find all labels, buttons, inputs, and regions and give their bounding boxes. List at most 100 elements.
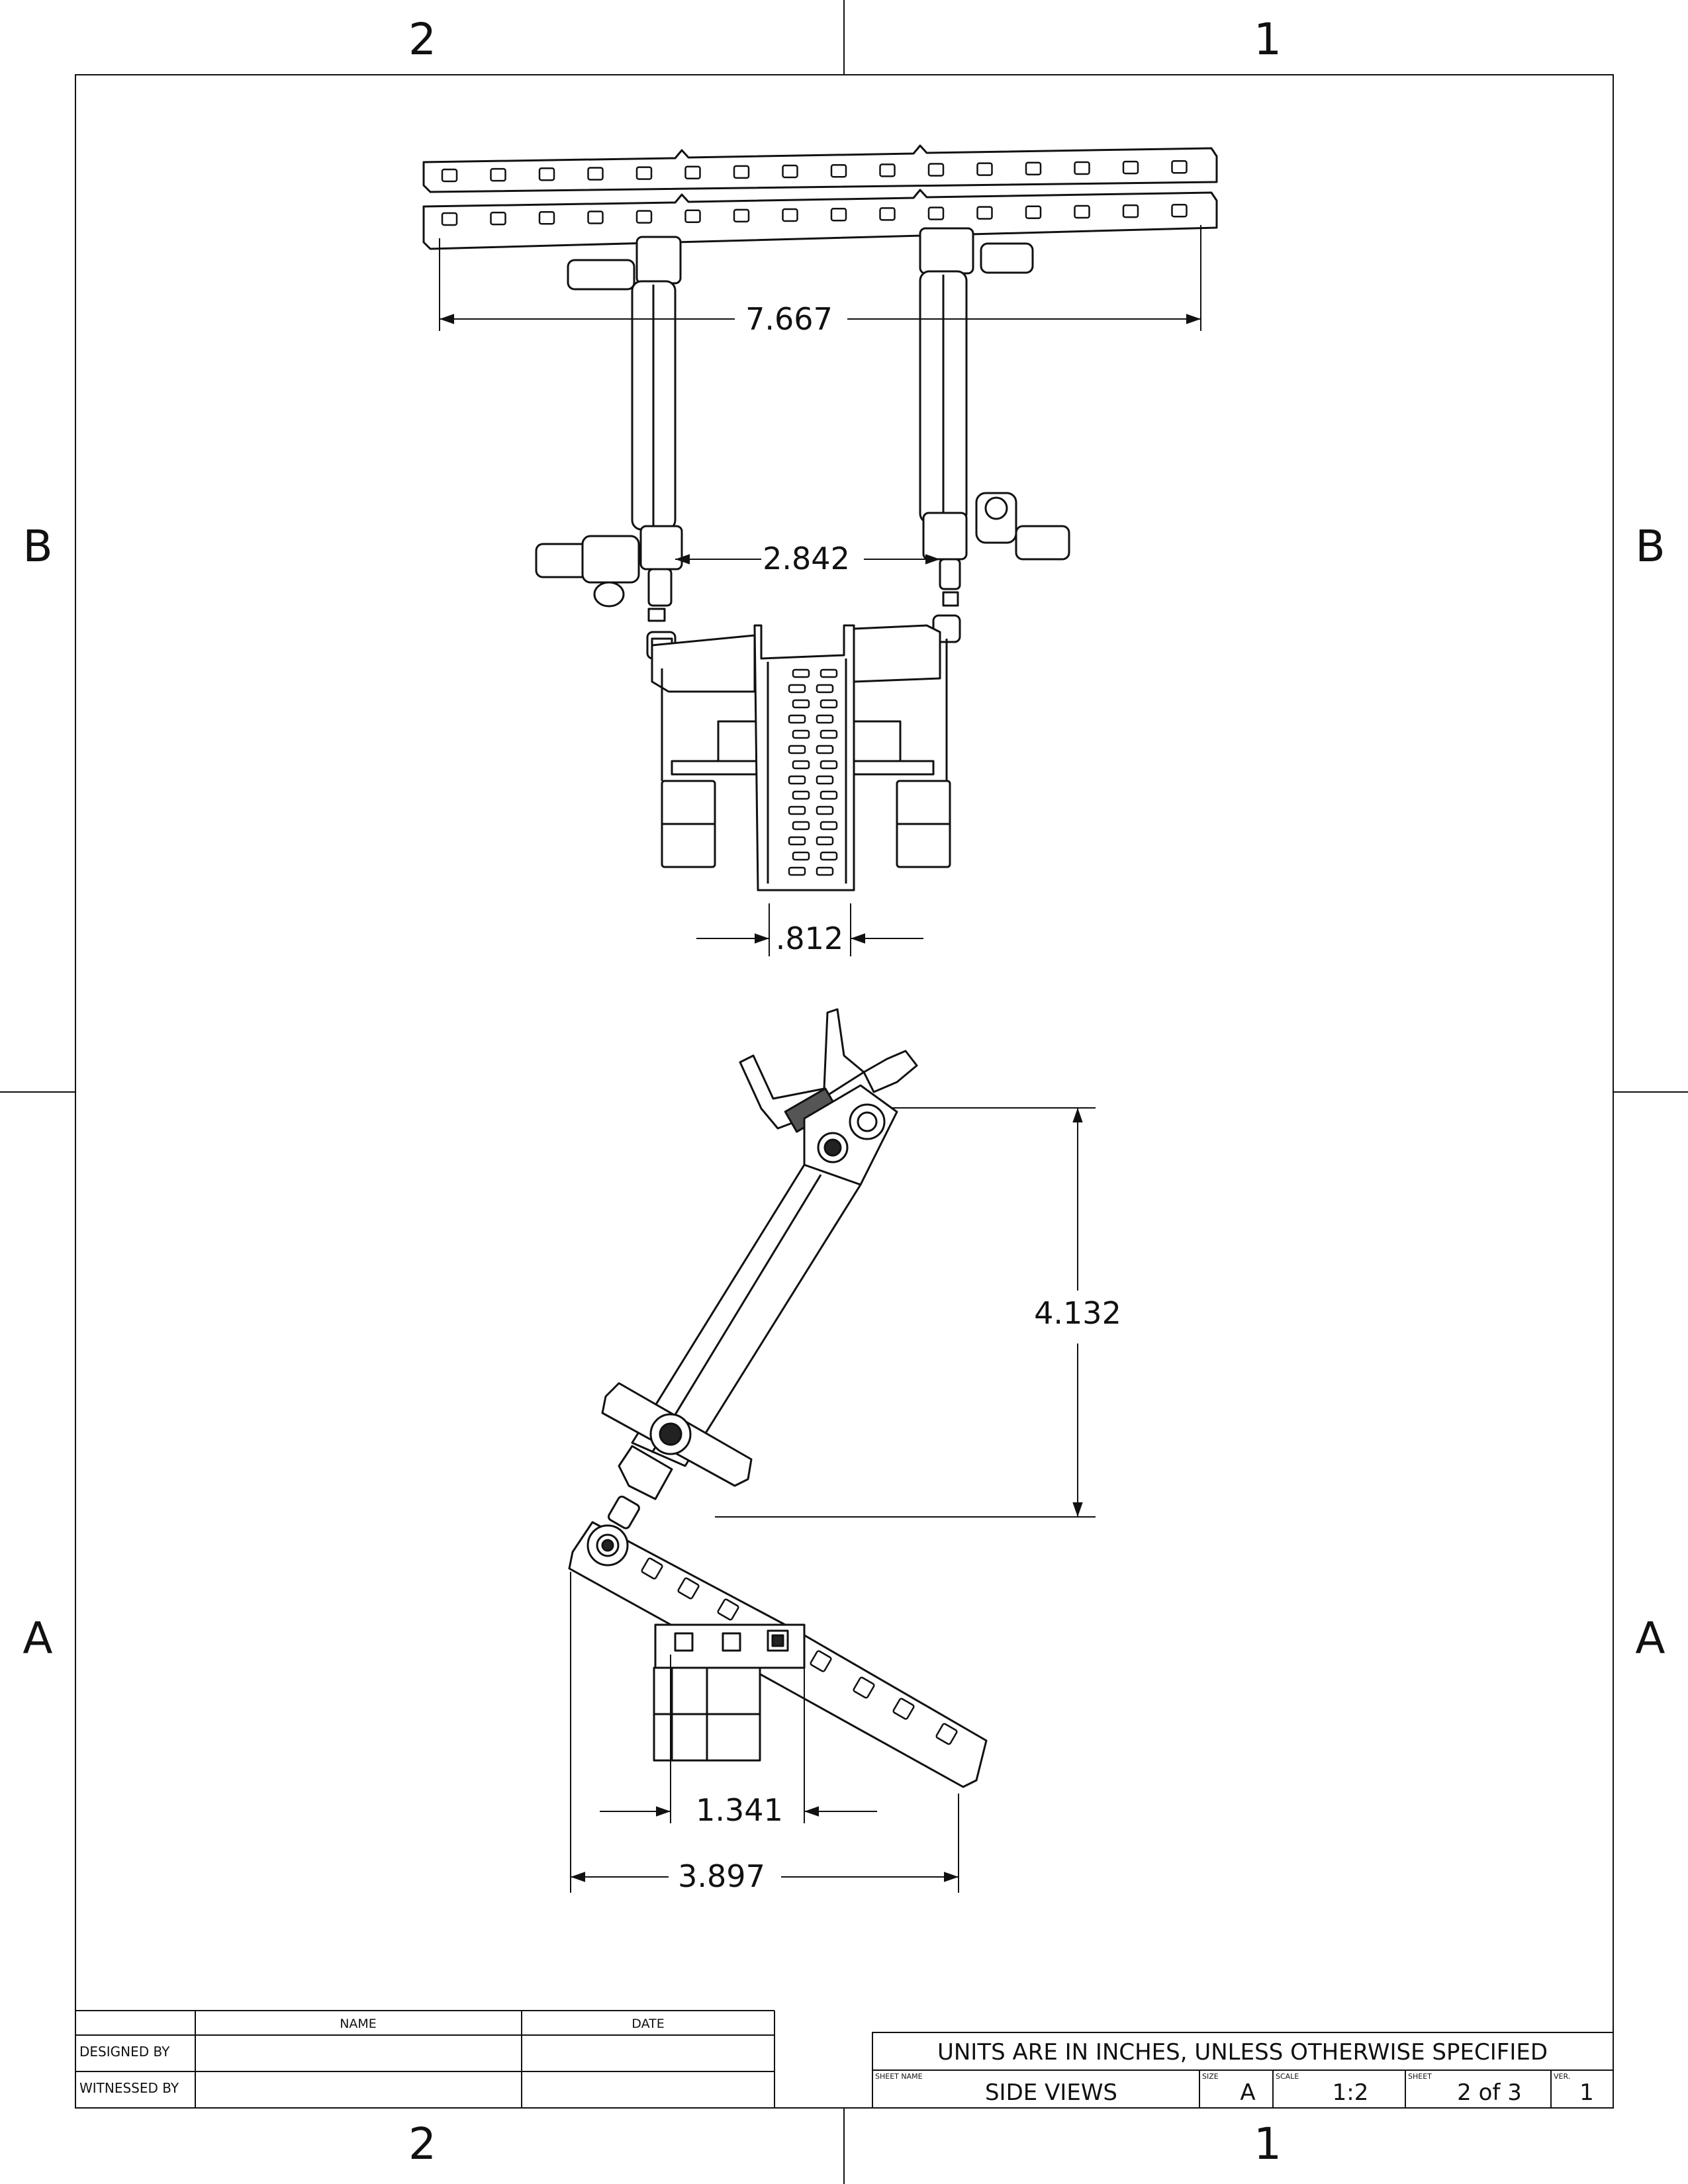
zone-label-top-2: 2	[408, 14, 436, 65]
bracket-slot	[816, 684, 834, 694]
bracket-slot	[792, 821, 810, 831]
title-block-ver-label: VER.	[1554, 2072, 1570, 2081]
plate-hole	[641, 1557, 663, 1580]
plate-hole	[935, 1723, 958, 1745]
bracket-slot	[792, 760, 810, 770]
rail-slot	[879, 163, 896, 177]
rail-slot	[635, 210, 653, 224]
rail-slot	[1074, 205, 1090, 219]
bracket-slot	[820, 790, 838, 800]
rail-slot	[490, 211, 506, 226]
rail-slot	[1171, 160, 1188, 174]
rail-slot	[830, 207, 847, 222]
rail-slot	[1122, 204, 1139, 218]
title-block-sheet-number: 2 of 3	[1457, 2079, 1522, 2106]
rail-slot	[976, 206, 993, 220]
dimension-arm-spacing: 2.842	[763, 541, 850, 576]
lower-clamp	[601, 1382, 753, 1529]
rail-slot	[782, 164, 798, 179]
rail-slot	[684, 165, 701, 179]
title-block-size: A	[1240, 2079, 1255, 2106]
bracket-slot	[820, 760, 838, 770]
bracket-slot	[820, 668, 838, 678]
zone-label-bottom-2: 2	[408, 2118, 436, 2169]
zone-label-top-1: 1	[1254, 14, 1282, 65]
bracket-slot	[788, 836, 806, 846]
bracket-slot	[820, 821, 838, 831]
bracket-slot	[820, 699, 838, 709]
rail-slot	[538, 167, 555, 181]
plate-hole	[677, 1577, 700, 1600]
plate-hole	[853, 1676, 875, 1699]
rail-slot	[587, 210, 604, 224]
title-block-sheet-name: SIDE VIEWS	[985, 2079, 1117, 2106]
front-view-dimensions	[439, 225, 1201, 956]
approval-col-name: NAME	[340, 2017, 377, 2031]
rail-slot	[441, 212, 458, 226]
approval-col-date: DATE	[632, 2017, 664, 2031]
approval-row-designed-by: DESIGNED BY	[79, 2044, 170, 2060]
dimension-foot-offset: 1.341	[696, 1792, 783, 1828]
rail-slot	[490, 167, 506, 182]
title-block-size-label: SIZE	[1202, 2072, 1219, 2081]
title-block-units-note: UNITS ARE IN INCHES, UNLESS OTHERWISE SP…	[937, 2039, 1548, 2066]
bracket-slot	[792, 851, 810, 861]
dimension-bracket-width: .812	[776, 921, 843, 956]
rail-slot	[635, 166, 653, 180]
title-block-sheet-name-label: SHEET NAME	[875, 2072, 923, 2081]
rail-slot	[733, 208, 750, 223]
bracket-slot	[792, 790, 810, 800]
lower-rail	[422, 189, 1218, 250]
side-view	[568, 1008, 988, 1788]
rail-slot	[733, 165, 750, 179]
rail-slot	[782, 208, 798, 222]
bracket-slot	[820, 729, 838, 739]
upper-rail	[422, 144, 1218, 193]
zone-label-bottom-1: 1	[1254, 2118, 1282, 2169]
bracket-slot	[816, 805, 834, 815]
zone-label-left-a: A	[23, 1613, 52, 1664]
bracket-slot	[788, 684, 806, 694]
right-arm	[919, 227, 1070, 643]
rail-slot	[1122, 160, 1139, 175]
bracket-slot	[788, 745, 806, 754]
approval-table	[75, 2010, 775, 2108]
front-view	[422, 144, 1218, 891]
plate-hole	[717, 1598, 739, 1621]
rail-slot	[587, 167, 604, 181]
bracket-slot	[788, 805, 806, 815]
rail-slot	[1171, 204, 1188, 218]
dimension-rail-width: 7.667	[745, 301, 833, 337]
bracket-slot	[792, 668, 810, 678]
rail-slot	[1025, 161, 1042, 176]
rail-slot	[879, 207, 896, 221]
dimension-arm-height: 4.132	[1034, 1295, 1121, 1331]
bracket-slot	[788, 714, 806, 724]
rail-slot	[976, 162, 993, 176]
rail-slots	[441, 160, 1188, 226]
plate-holes	[641, 1557, 958, 1745]
zone-label-right-a: A	[1635, 1613, 1665, 1664]
title-block-scale: 1:2	[1333, 2079, 1369, 2106]
rail-slot	[927, 163, 945, 177]
zone-label-left-b: B	[23, 521, 52, 572]
bracket-slot	[820, 851, 838, 861]
plate-hole	[810, 1650, 832, 1672]
title-block	[872, 2032, 1614, 2109]
approval-row-witnessed-by: WITNESSED BY	[79, 2080, 179, 2096]
bracket-slot	[816, 714, 834, 724]
rail-slot	[441, 168, 458, 183]
center-bracket	[651, 624, 951, 891]
rail-slot	[684, 209, 701, 223]
rail-slot	[538, 211, 555, 225]
fork-bracket	[739, 1008, 918, 1133]
bracket-slot	[788, 866, 806, 876]
bracket-slot	[816, 775, 834, 785]
rail-slot	[927, 206, 945, 220]
side-view-dimensions	[570, 1107, 1096, 1893]
dimension-overall-depth: 3.897	[678, 1858, 765, 1894]
side-arm-tube	[631, 1163, 862, 1467]
plate-hole	[892, 1698, 915, 1720]
